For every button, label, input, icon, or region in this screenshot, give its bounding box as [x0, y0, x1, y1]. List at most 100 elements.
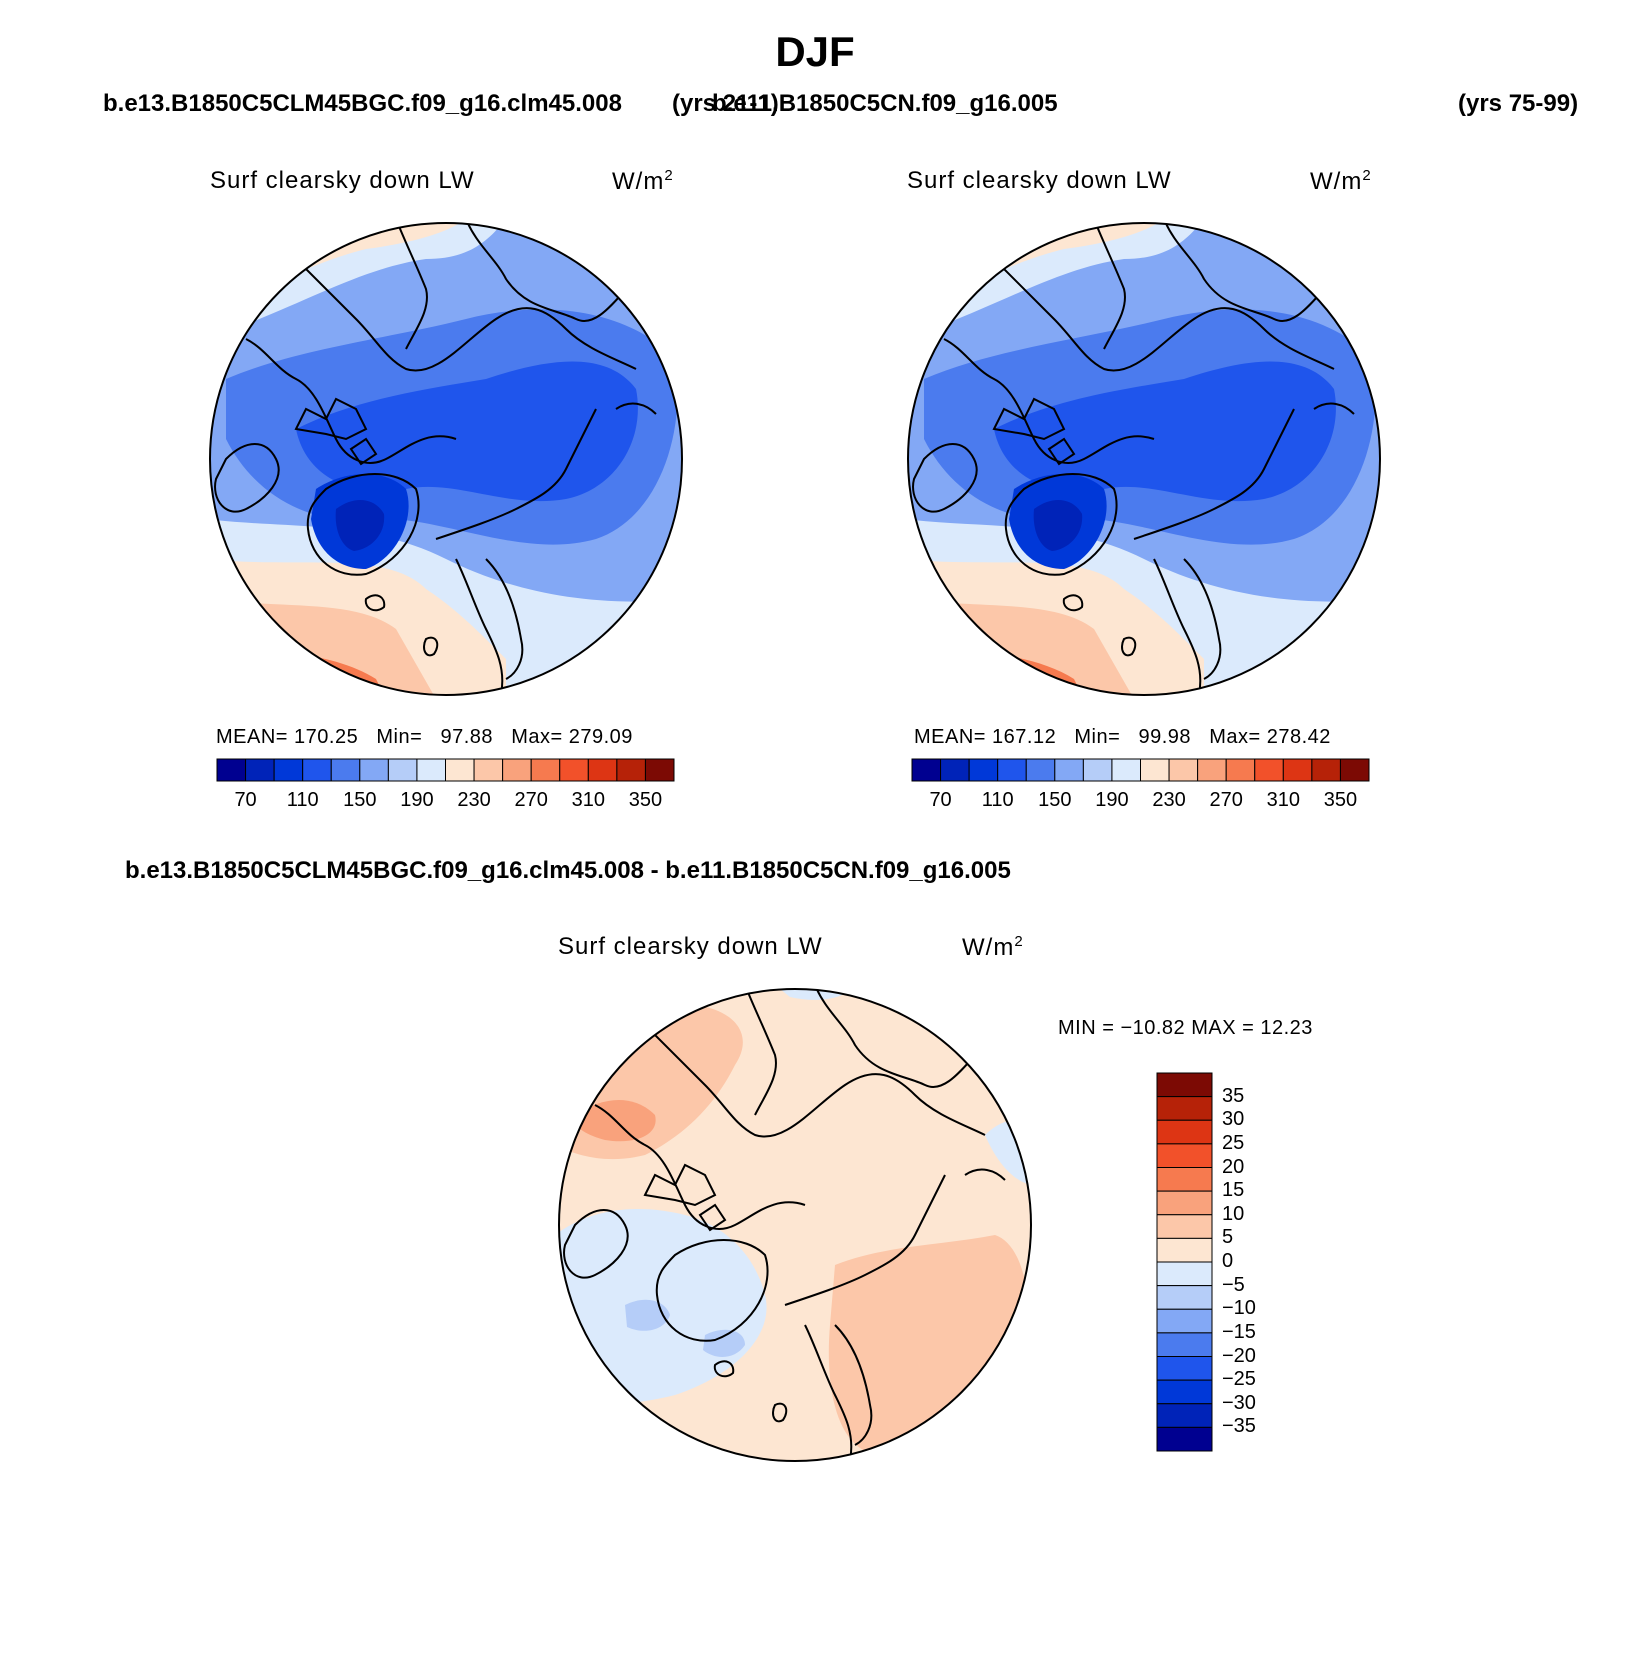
colorbar3-tick-label: −35 [1222, 1415, 1256, 1438]
colorbar1-tick-label: 350 [628, 789, 663, 811]
colorbar1-swatch [644, 758, 675, 782]
colorbar3-swatch [1156, 1119, 1213, 1145]
map3-field [559, 989, 1031, 1461]
colorbar3-tick-label: −20 [1222, 1344, 1256, 1367]
colorbar2-swatch [1197, 758, 1227, 782]
colorbar3-swatch [1156, 1356, 1213, 1381]
colorbar3-swatch [1156, 1237, 1213, 1263]
colorbar3 [1156, 1072, 1213, 1452]
colorbar1-swatch [273, 758, 304, 782]
colorbar3-tick-label: −10 [1222, 1297, 1256, 1320]
colorbar2-swatch [1282, 758, 1313, 782]
colorbar3-swatch [1156, 1167, 1213, 1192]
colorbar2-tick-label: 350 [1323, 789, 1358, 811]
colorbar3-swatch [1156, 1403, 1213, 1428]
colorbar2-swatch [1111, 758, 1141, 782]
colorbar3-swatch [1156, 1426, 1213, 1452]
colorbar2-swatch [1082, 758, 1113, 782]
colorbar2-swatch [1254, 758, 1284, 782]
colorbar2-tick-label: 190 [1095, 789, 1129, 811]
colorbar1-tick-label: 190 [400, 789, 434, 811]
colorbar1-swatch [473, 758, 504, 782]
colorbar2-tick-label: 110 [981, 789, 1014, 811]
colorbar3-tick-label: 15 [1222, 1179, 1245, 1202]
case-a-name: b.e13.B1850C5CLM45BGC.f09_g16.clm45.008 [103, 90, 622, 117]
difference-title: b.e13.B1850C5CLM45BGC.f09_g16.clm45.008 … [125, 857, 1011, 884]
colorbar2-swatch [1225, 758, 1256, 782]
colorbar1-tick-label: 230 [457, 789, 491, 811]
case-b-name: b.e11.B1850C5CN.f09_g16.005 [712, 90, 1058, 117]
colorbar2-swatch [911, 758, 942, 782]
colorbar1-swatch [559, 758, 589, 782]
colorbar1-swatch [330, 758, 361, 782]
map1-boundary [209, 222, 683, 696]
colorbar3-swatch [1156, 1379, 1213, 1405]
colorbar3-tick-label: −25 [1222, 1368, 1256, 1391]
colorbar1-swatch [530, 758, 561, 782]
colorbar1-swatch [502, 758, 532, 782]
colorbar2-swatch [1140, 758, 1170, 782]
colorbar1-tick-label: 310 [571, 789, 605, 811]
colorbar1-swatch [245, 758, 275, 782]
colorbar3-tick-label: −30 [1222, 1391, 1256, 1414]
case-a-years: (yrs 21-1) [672, 90, 779, 117]
colorbar2-tick-label: 70 [929, 789, 952, 811]
colorbar3-swatch [1156, 1190, 1213, 1216]
colorbar2-tick-label: 310 [1266, 789, 1300, 811]
colorbar3-swatch [1156, 1261, 1213, 1287]
colorbar3-swatch [1156, 1332, 1213, 1357]
colorbar1-swatch [302, 758, 332, 782]
colorbar2-swatch [940, 758, 970, 782]
colorbar2-swatch [1025, 758, 1056, 782]
colorbar3-swatch [1156, 1143, 1213, 1168]
colorbar2-swatch [997, 758, 1027, 782]
colorbar1 [216, 758, 675, 782]
colorbar2 [911, 758, 1370, 782]
colorbar1-swatch [587, 758, 618, 782]
colorbar3-tick-label: 20 [1222, 1155, 1245, 1178]
colorbar1-swatch [216, 758, 247, 782]
panel1-units: W/m2 [612, 167, 674, 195]
colorbar3-tick-label: 30 [1222, 1108, 1245, 1131]
panel3-variable: Surf clearsky down LW [558, 933, 823, 960]
panel3-minmax: MIN = −10.82 MAX = 12.23 [1058, 1017, 1313, 1039]
colorbar1-swatch [416, 758, 446, 782]
colorbar1-tick-label: 110 [286, 789, 319, 811]
colorbar1-swatch [359, 758, 389, 782]
map2-boundary [907, 222, 1381, 696]
panel2-stats: MEAN= 167.12 Min= 99.98 Max= 278.42 [914, 726, 1331, 748]
colorbar3-swatch [1156, 1308, 1213, 1334]
colorbar2-swatch [1054, 758, 1084, 782]
colorbar1-tick-label: 270 [514, 789, 548, 811]
panel2-units: W/m2 [1310, 167, 1372, 195]
panel2-variable: Surf clearsky down LW [907, 167, 1172, 194]
colorbar1-swatch [445, 758, 475, 782]
colorbar2-swatch [1339, 758, 1370, 782]
colorbar3-tick-label: 35 [1222, 1084, 1245, 1107]
panel3-units: W/m2 [962, 933, 1024, 961]
colorbar3-swatch [1156, 1285, 1213, 1310]
colorbar3-tick-label: 25 [1222, 1131, 1245, 1154]
colorbar1-swatch [387, 758, 418, 782]
panel1-variable: Surf clearsky down LW [210, 167, 475, 194]
map3-boundary [558, 988, 1032, 1462]
colorbar3-tick-label: 5 [1222, 1226, 1234, 1249]
panel1-stats: MEAN= 170.25 Min= 97.88 Max= 279.09 [216, 726, 633, 748]
colorbar3-tick-label: −5 [1222, 1273, 1245, 1296]
colorbar3-tick-label: 0 [1222, 1250, 1234, 1272]
colorbar2-swatch [968, 758, 999, 782]
colorbar2-tick-label: 150 [1038, 789, 1072, 811]
colorbar2-swatch [1311, 758, 1341, 782]
map2-field [908, 223, 1380, 695]
colorbar3-tick-label: −15 [1222, 1320, 1256, 1343]
colorbar1-tick-label: 150 [343, 789, 377, 811]
colorbar2-tick-label: 270 [1209, 789, 1243, 811]
colorbar3-swatch [1156, 1096, 1213, 1121]
colorbar2-tick-label: 230 [1152, 789, 1186, 811]
colorbar3-swatch [1156, 1072, 1213, 1098]
map1-field [210, 223, 682, 695]
colorbar3-swatch [1156, 1214, 1213, 1239]
colorbar3-tick-label: 10 [1222, 1202, 1245, 1225]
page-title: DJF [775, 28, 855, 75]
